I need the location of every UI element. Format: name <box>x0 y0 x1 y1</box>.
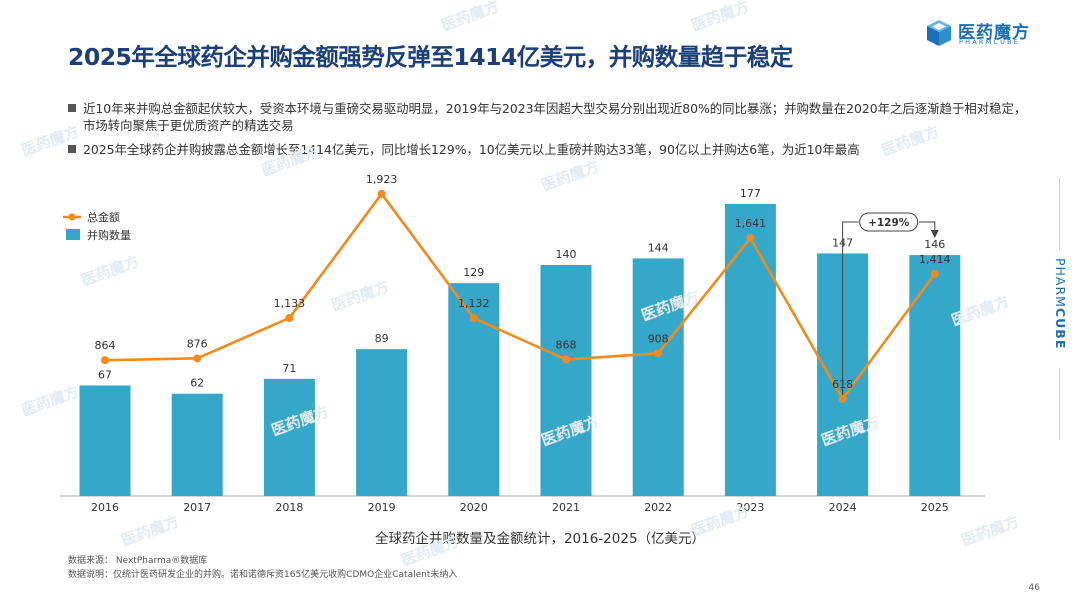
point-label-2017: 876 <box>187 337 208 350</box>
annotation-arrow-icon <box>918 221 939 238</box>
x-tick-2017: 2017 <box>183 501 211 514</box>
side-brand-light: PHARM <box>1053 258 1068 308</box>
x-tick-2016: 2016 <box>91 501 119 514</box>
annotation-pill <box>859 212 919 232</box>
x-tick-2023: 2023 <box>736 501 764 514</box>
footnote-source: 数据来源： NextPharma®数据库 <box>68 556 208 566</box>
page-number: 46 <box>1028 583 1040 593</box>
point-amount-2025 <box>930 269 939 278</box>
point-amount-2019 <box>377 189 386 198</box>
bullet-item: 近10年来并购总金额起伏较大，受资本环境与重磅交易驱动明显，2019年与2023… <box>68 100 1028 134</box>
bar-label-2021: 140 <box>556 248 577 261</box>
bar-label-2023: 177 <box>740 187 761 200</box>
bullet-text: 近10年来并购总金额起伏较大，受资本环境与重磅交易驱动明显，2019年与2023… <box>83 101 1027 133</box>
bar-label-2025: 146 <box>924 238 945 251</box>
logo-text: 医药魔方 <box>958 23 1030 43</box>
line-amount <box>104 192 936 401</box>
x-tick-2024: 2024 <box>829 501 857 514</box>
legend-line-marker-icon <box>68 213 76 221</box>
bullet-marker-icon <box>68 145 76 153</box>
bullet-text: 2025年全球药企并购披露总金额增长至1414亿美元，同比增长129%，10亿美… <box>83 142 860 157</box>
bar-label-2020: 129 <box>463 266 484 279</box>
logo-subtext: PHARMCUBE <box>959 38 1021 46</box>
point-amount-2024 <box>838 394 847 403</box>
legend-bar-swatch-icon <box>66 229 80 240</box>
annotation-left-bracket <box>842 221 859 395</box>
x-tick-2018: 2018 <box>275 501 303 514</box>
annotation-label: +129% <box>868 217 910 229</box>
x-tick-2021: 2021 <box>552 501 580 514</box>
point-label-2020: 1,132 <box>458 297 490 310</box>
x-tick-2020: 2020 <box>460 501 488 514</box>
point-label-2025: 1,414 <box>919 253 951 266</box>
page-title: 2025年全球药企并购金额强势反弹至1414亿美元，并购数量趋于稳定 <box>68 43 793 71</box>
side-brand-bold: CUBE <box>1053 308 1068 349</box>
bar-label-2019: 89 <box>375 332 389 345</box>
bar-count-2017 <box>171 393 223 496</box>
point-amount-2020 <box>469 314 478 323</box>
point-label-2018: 1,133 <box>274 297 306 310</box>
point-amount-2018 <box>285 313 294 322</box>
chart-caption: 全球药企并购数量及金额统计，2016-2025（亿美元） <box>374 531 706 547</box>
point-amount-2017 <box>193 354 202 363</box>
point-label-2021: 868 <box>556 339 577 352</box>
point-amount-2016 <box>101 356 109 365</box>
point-amount-2023 <box>746 234 755 243</box>
legend-label-count: 并购数量 <box>87 228 131 242</box>
bar-count-2025 <box>909 255 961 496</box>
bullet-item: 2025年全球药企并购披露总金额增长至1414亿美元，同比增长129%，10亿美… <box>68 141 1028 158</box>
side-divider-top <box>1059 178 1060 250</box>
x-tick-2025: 2025 <box>921 501 949 514</box>
legend-label-amount: 总金额 <box>87 210 120 224</box>
point-label-2019: 1,923 <box>366 173 398 186</box>
side-divider-bottom <box>1059 368 1060 440</box>
point-label-2022: 908 <box>648 332 669 345</box>
x-tick-2022: 2022 <box>644 501 672 514</box>
point-amount-2022 <box>654 349 663 358</box>
bar-count-2016 <box>79 385 131 496</box>
bar-count-2023 <box>724 203 776 496</box>
point-label-2016: 864 <box>95 339 116 352</box>
chart-legend: 总金额 并购数量 <box>63 210 131 242</box>
bar-label-2022: 144 <box>648 241 669 254</box>
bar-count-2022 <box>632 258 684 496</box>
bar-count-2018 <box>263 378 315 496</box>
footnote-note: 数据说明：仅统计医药研发企业的并购。诺和诺德斥资165亿美元收购CDMO企业Ca… <box>68 570 458 580</box>
bar-count-2019 <box>356 349 408 496</box>
cube-logo-icon <box>927 20 951 46</box>
bar-label-2018: 71 <box>282 362 296 375</box>
pharmcube-logo: 医药魔方 PHARMCUBE <box>924 18 1042 50</box>
point-label-2023: 1,641 <box>735 217 767 230</box>
x-tick-2019: 2019 <box>368 501 396 514</box>
bar-label-2016: 67 <box>98 368 112 381</box>
point-amount-2021 <box>562 355 570 364</box>
bar-label-2017: 62 <box>190 377 204 390</box>
bar-count-2021 <box>540 265 592 496</box>
summary-bullets: 近10年来并购总金额起伏较大，受资本环境与重磅交易驱动明显，2019年与2023… <box>68 100 1028 165</box>
bullet-marker-icon <box>68 104 76 112</box>
side-brand-text: PHARMCUBE <box>1053 258 1068 349</box>
svg-text:PHARMCUBE: PHARMCUBE <box>1053 258 1068 349</box>
